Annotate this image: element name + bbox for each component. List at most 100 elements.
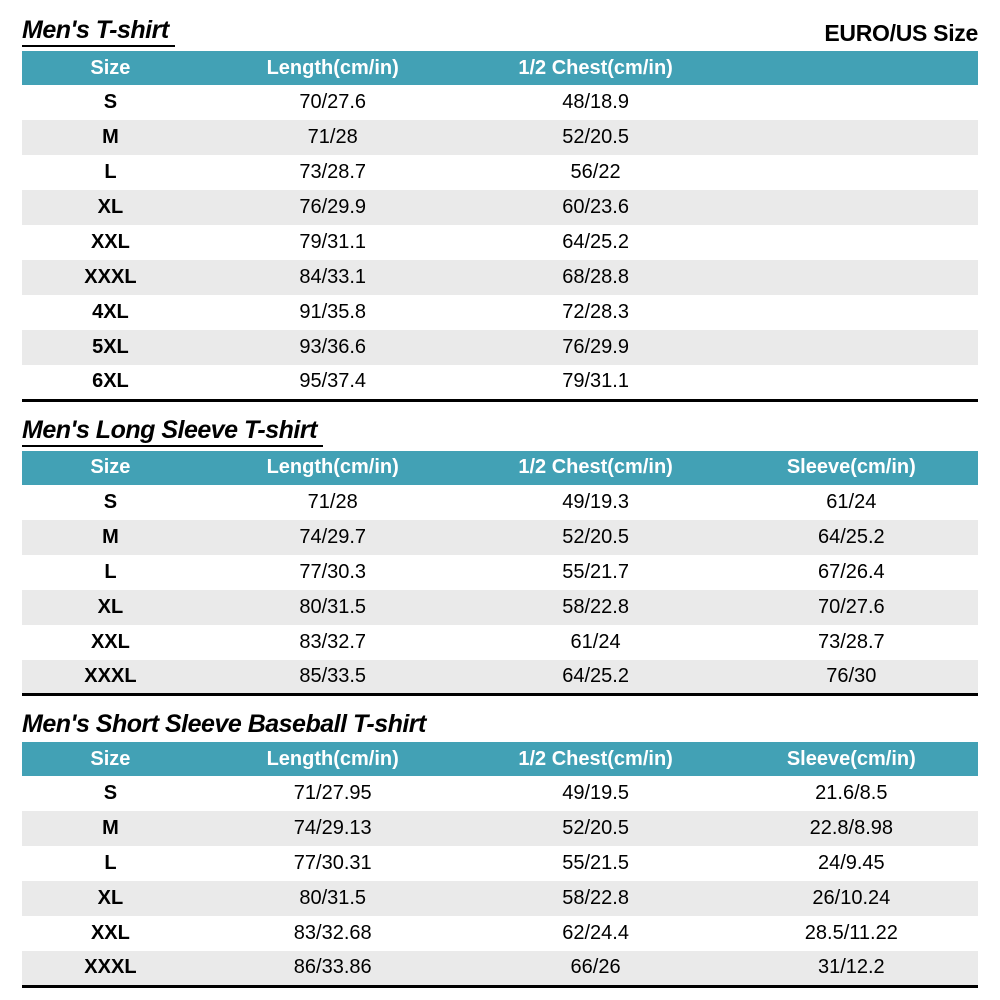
size-column-header: Size (22, 51, 199, 85)
sleeve-cell: 24/9.45 (817, 852, 885, 874)
length-cell: 76/29.9 (299, 196, 367, 218)
chest-cell: 48/18.9 (562, 91, 629, 113)
size-cell: M (102, 126, 119, 148)
length-column-header: Length(cm/in) (198, 742, 467, 776)
chest-cell: 66/26 (570, 956, 621, 979)
length-cell: 91/35.8 (299, 301, 367, 323)
table-row: XXXL 86/33.86 66/26 31/12.2 (22, 951, 978, 986)
table-header: Size Length(cm/in) 1/2 Chest(cm/in) (22, 51, 978, 85)
chest-cell: 64/25.2 (562, 231, 629, 253)
length-cell: 71/27.95 (293, 782, 372, 804)
table-row: XXL 83/32.68 62/24.4 28.5/11.22 (22, 916, 978, 951)
length-cell: 93/36.6 (299, 336, 367, 358)
table-mens-long-sleeve-tshirt: Size Length(cm/in) 1/2 Chest(cm/in) Slee… (22, 450, 978, 696)
title-row: Men's Long Sleeve T-shirt (22, 416, 978, 447)
length-cell: 74/29.7 (299, 525, 367, 548)
sleeve-cell: 31/12.2 (817, 956, 885, 979)
header-row: Size Length(cm/in) 1/2 Chest(cm/in) Slee… (22, 450, 978, 485)
table-row: 6XL 95/37.4 79/31.1 (22, 365, 978, 400)
empty-cell (725, 260, 978, 295)
size-cell: XL (97, 595, 124, 618)
chest-cell: 79/31.1 (562, 370, 629, 393)
chest-cell: 58/22.8 (562, 887, 629, 909)
title-row: Men's Short Sleeve Baseball T-shirt (22, 710, 978, 738)
length-cell: 77/30.3 (299, 560, 367, 583)
chest-cell: 64/25.2 (562, 664, 629, 687)
sleeve-cell: 28.5/11.22 (804, 922, 898, 944)
table-row: L 77/30.31 55/21.5 24/9.45 (22, 846, 978, 881)
table-row: XXL 79/31.1 64/25.2 (22, 225, 978, 260)
length-cell: 71/28 (307, 126, 358, 148)
chest-cell: 49/19.5 (562, 782, 629, 804)
size-cell: L (104, 852, 117, 874)
table-header: Size Length(cm/in) 1/2 Chest(cm/in) Slee… (22, 450, 978, 485)
empty-cell (725, 120, 978, 155)
table-row: M 74/29.7 52/20.5 64/25.2 (22, 519, 978, 555)
chest-cell: 60/23.6 (562, 196, 629, 218)
chest-column-header: 1/2 Chest(cm/in) (466, 742, 725, 776)
sleeve-cell: 22.8/8.98 (809, 817, 894, 839)
size-cell: M (102, 817, 119, 839)
table-row: XL 80/31.5 58/22.8 26/10.24 (22, 881, 978, 916)
length-cell: 95/37.4 (299, 370, 367, 393)
size-cell: 4XL (92, 301, 129, 323)
chest-cell: 52/20.5 (562, 126, 629, 148)
length-cell: 80/31.5 (299, 887, 367, 909)
length-cell: 79/31.1 (299, 231, 367, 253)
table-mens-short-sleeve-baseball-tshirt: Size Length(cm/in) 1/2 Chest(cm/in) Slee… (22, 742, 978, 988)
size-column-header: Size (22, 742, 199, 776)
table-mens-tshirt: Size Length(cm/in) 1/2 Chest(cm/in) S 70/… (22, 51, 978, 402)
length-cell: 71/28 (307, 490, 358, 513)
table-row: M 74/29.13 52/20.5 22.8/8.98 (22, 811, 978, 846)
length-cell: 83/32.7 (299, 630, 367, 653)
sleeve-cell: 61/24 (826, 490, 877, 513)
table-row: L 73/28.7 56/22 (22, 155, 978, 190)
table-title-mens-short-sleeve-baseball-tshirt: Men's Short Sleeve Baseball T-shirt (22, 710, 426, 738)
empty-cell (725, 190, 978, 225)
sleeve-cell: 67/26.4 (817, 560, 885, 583)
section-mens-long-sleeve-tshirt: Men's Long Sleeve T-shirt Size Length(cm… (22, 416, 978, 696)
table-row: XXL 83/32.7 61/24 73/28.7 (22, 625, 978, 660)
size-cell: XL (97, 196, 124, 218)
table-row: S 71/27.95 49/19.5 21.6/8.5 (22, 776, 978, 811)
chest-cell: 56/22 (570, 161, 621, 183)
table-row: 5XL 93/36.6 76/29.9 (22, 330, 978, 365)
chest-cell: 58/22.8 (562, 595, 629, 618)
table-title-mens-tshirt: Men's T-shirt (22, 16, 175, 47)
table-row: S 70/27.6 48/18.9 (22, 85, 978, 120)
table-row: M 71/28 52/20.5 (22, 120, 978, 155)
table-row: XXXL 84/33.1 68/28.8 (22, 260, 978, 295)
size-cell: S (103, 782, 118, 804)
chest-cell: 61/24 (570, 630, 621, 653)
size-cell: S (103, 91, 118, 113)
empty-cell (725, 155, 978, 190)
chest-cell: 55/21.5 (562, 852, 629, 874)
sleeve-cell: 26/10.24 (812, 887, 891, 909)
length-cell: 73/28.7 (299, 161, 367, 183)
size-cell: S (103, 490, 118, 513)
chest-cell: 52/20.5 (562, 525, 629, 548)
size-cell: XXL (90, 630, 130, 653)
sleeve-cell: 73/28.7 (817, 630, 885, 653)
length-cell: 86/33.86 (293, 956, 372, 979)
size-cell: L (104, 161, 117, 183)
size-cell: M (102, 525, 119, 548)
length-cell: 77/30.31 (293, 852, 372, 874)
size-cell: XXL (90, 922, 130, 944)
size-cell: XXL (90, 231, 130, 253)
chest-cell: 55/21.7 (562, 560, 629, 583)
section-mens-tshirt: Men's T-shirt EURO/US Size Size Length(c… (22, 16, 978, 402)
size-cell: XL (97, 887, 124, 909)
chest-cell: 49/19.3 (562, 490, 629, 513)
length-cell: 85/33.5 (299, 664, 367, 687)
length-column-header: Length(cm/in) (198, 450, 467, 485)
size-cell: L (104, 560, 117, 583)
table-row: XXXL 85/33.5 64/25.2 76/30 (22, 659, 978, 695)
sleeve-column-header: Sleeve(cm/in) (724, 742, 978, 776)
table-row: XL 80/31.5 58/22.8 70/27.6 (22, 589, 978, 625)
empty-column-header (724, 51, 978, 85)
sleeve-cell: 21.6/8.5 (815, 782, 888, 804)
length-cell: 83/32.68 (293, 922, 372, 944)
size-cell: XXXL (84, 664, 137, 687)
length-column-header: Length(cm/in) (198, 51, 467, 85)
